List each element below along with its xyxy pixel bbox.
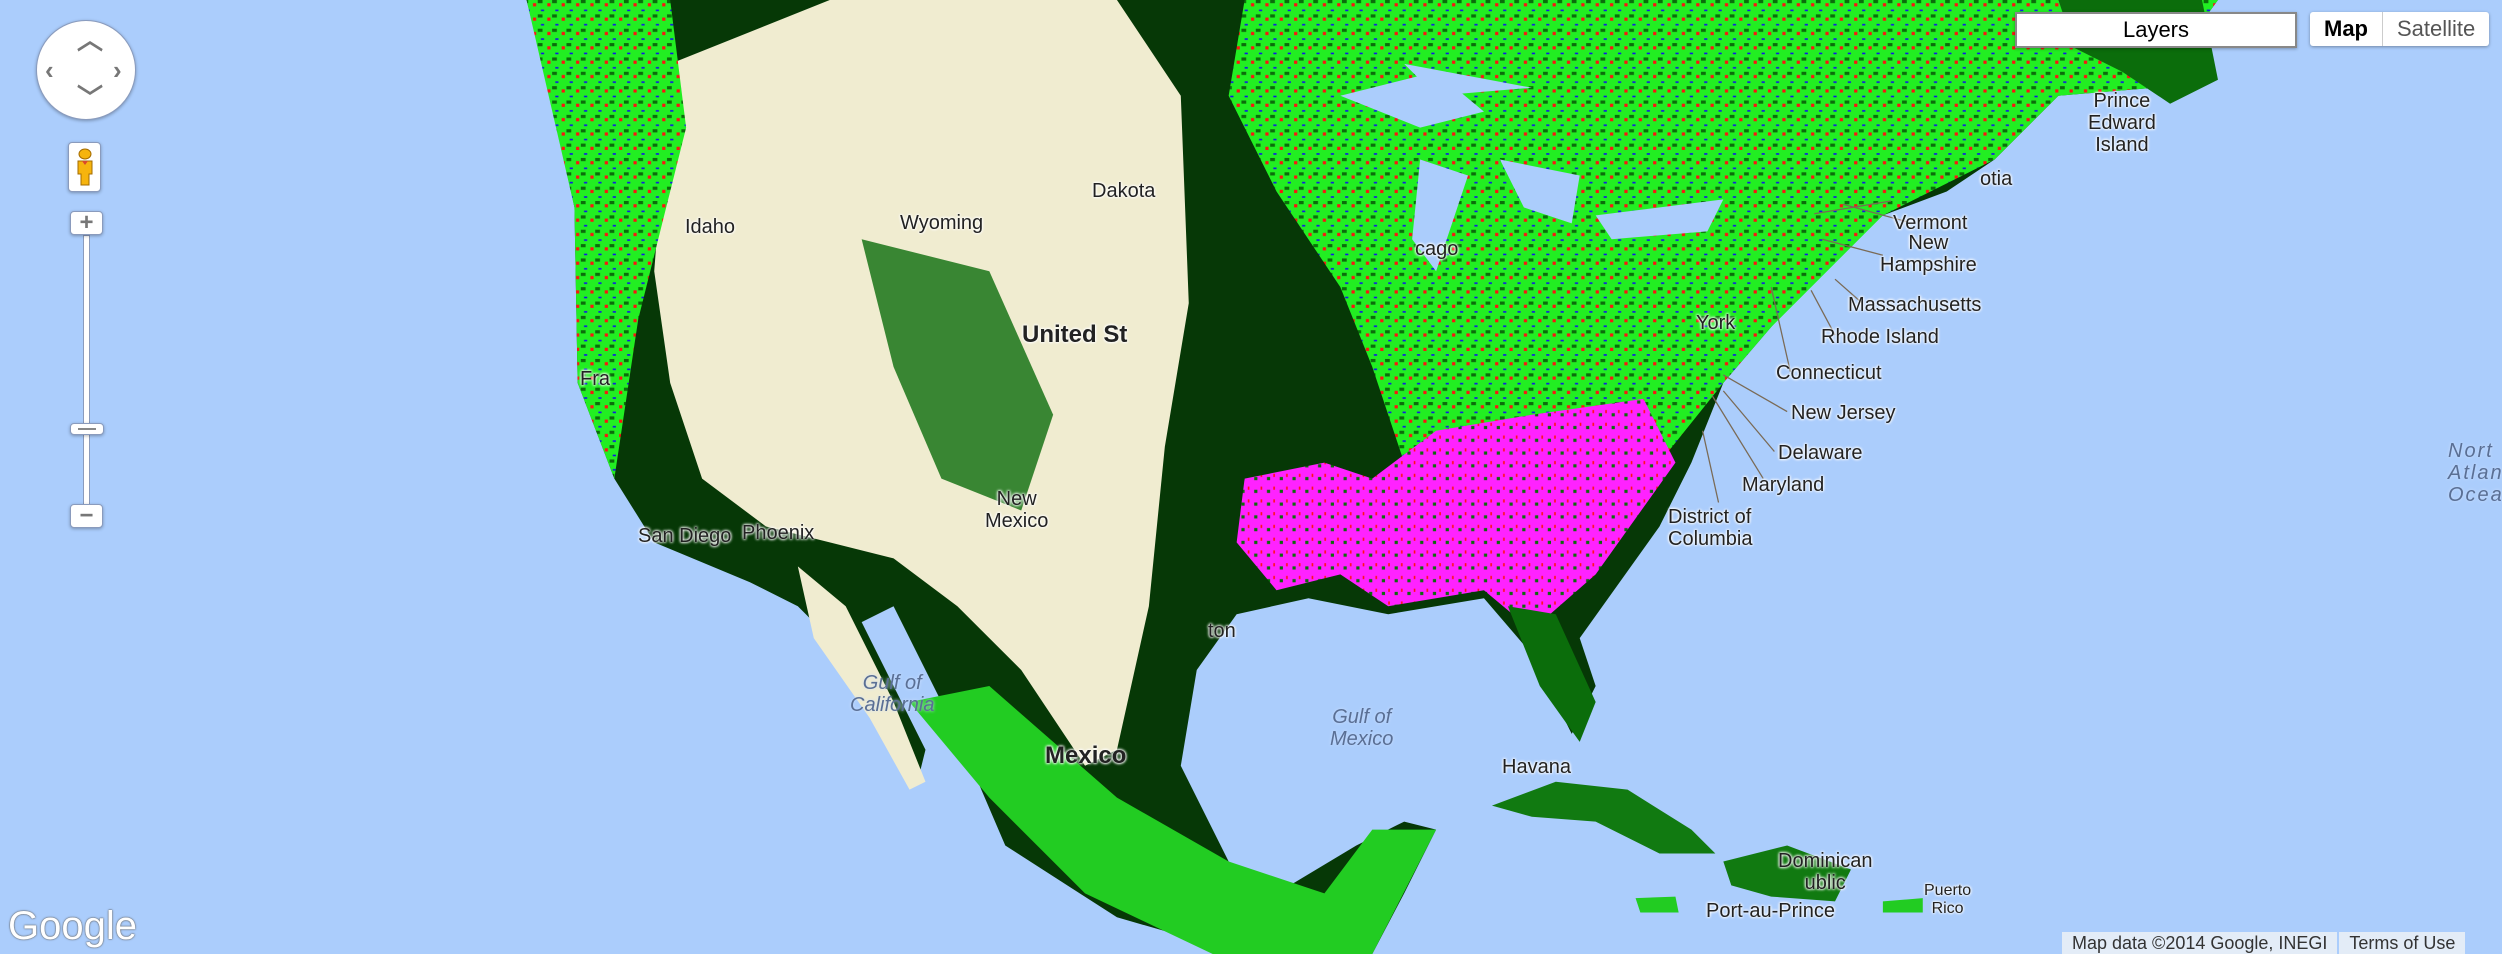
map-type-map-button[interactable]: Map: [2310, 12, 2383, 46]
zoom-out-button[interactable]: −: [70, 502, 103, 529]
label-connecticut: Connecticut: [1776, 362, 1882, 384]
label-gulf-of-california: Gulf of California: [850, 672, 934, 716]
puerto-rico-island: [1882, 898, 1923, 913]
florida: [1507, 606, 1596, 742]
label-line: Dominican: [1778, 850, 1873, 872]
attribution-bar: Map data ©2014 Google, INEGI Terms of Us…: [2060, 932, 2466, 954]
label-district-of-columbia: District of Columbia: [1668, 506, 1752, 550]
label-puerto-rico: Puerto Rico: [1924, 882, 1971, 918]
cuba: [1491, 781, 1716, 854]
label-line: Hampshire: [1880, 254, 1977, 276]
label-united-states: United St: [1022, 321, 1128, 348]
label-line: Gulf of: [1332, 706, 1392, 728]
label-line: District of: [1668, 506, 1752, 528]
label-line: New: [1908, 232, 1949, 254]
hispaniola: [1723, 845, 1851, 902]
label-vermont: Vermont: [1893, 212, 1968, 234]
label-leader-lines: [1701, 200, 1907, 503]
pacific-forest: [526, 0, 687, 479]
label-gulf-of-mexico: Gulf of Mexico: [1330, 706, 1393, 750]
label-line: Puerto: [1924, 882, 1972, 899]
label-phoenix: Phoenix: [742, 522, 815, 544]
label-line: Atlan: [2448, 462, 2502, 484]
label-san-francisco: Fra: [580, 368, 610, 390]
pan-control[interactable]: ︿ ﹀ ‹ ›: [36, 20, 136, 120]
map-data-attribution: Map data ©2014 Google, INEGI: [2062, 932, 2338, 954]
label-line: Nort: [2448, 440, 2494, 462]
label-line: Prince: [2093, 90, 2151, 112]
label-mexico: Mexico: [1045, 742, 1127, 769]
map-type-control: Map Satellite: [2310, 12, 2490, 46]
label-line: Ocea: [2448, 484, 2502, 506]
label-line: Island: [2095, 134, 2149, 156]
label-massachusetts: Massachusetts: [1848, 294, 1982, 316]
label-line: Edward: [2088, 112, 2156, 134]
label-san-diego: San Diego: [638, 525, 732, 547]
label-new-hampshire: New Hampshire: [1880, 232, 1977, 276]
label-maryland: Maryland: [1742, 474, 1825, 496]
rockies-forest: [861, 239, 1054, 511]
label-port-au-prince: Port-au-Prince: [1706, 900, 1835, 922]
layers-button[interactable]: Layers: [2015, 12, 2297, 48]
label-line: Gulf of: [862, 672, 922, 694]
zoom-in-button[interactable]: +: [70, 209, 103, 236]
label-houston: ton: [1208, 620, 1236, 642]
label-chicago: cago: [1415, 238, 1459, 260]
label-delaware: Delaware: [1778, 442, 1863, 464]
label-idaho: Idaho: [685, 216, 736, 238]
pegman-icon: [77, 148, 92, 186]
label-rhode-island: Rhode Island: [1821, 326, 1939, 348]
label-dominican-republic: Dominican ublic: [1778, 850, 1872, 894]
label-line: Rico: [1931, 900, 1964, 917]
label-line: Columbia: [1668, 528, 1753, 550]
pan-left-icon[interactable]: ‹: [45, 55, 54, 85]
thumb-grip-icon: [78, 427, 96, 430]
baja-desert: [797, 566, 926, 790]
zoom-slider-track[interactable]: [83, 235, 90, 505]
jamaica: [1635, 896, 1679, 913]
label-north-atlantic-ocean: Nort Atlan Ocea: [2448, 440, 2502, 506]
label-new-jersey: New Jersey: [1791, 402, 1896, 424]
terms-of-use-link[interactable]: Terms of Use: [2339, 932, 2466, 954]
pan-down-icon[interactable]: ﹀: [77, 83, 104, 113]
label-line: New: [996, 488, 1037, 510]
label-new-mexico: New Mexico: [985, 488, 1048, 532]
label-nova-scotia: otia: [1980, 168, 2013, 190]
label-line: Mexico: [985, 510, 1049, 532]
label-line: California: [850, 694, 935, 716]
pan-right-icon[interactable]: ›: [113, 55, 122, 85]
east-forest: [1228, 0, 2218, 479]
zoom-slider-thumb[interactable]: [70, 422, 104, 435]
label-dakota: Dakota: [1092, 180, 1156, 202]
label-line: ublic: [1804, 872, 1846, 894]
mexico-forest: [909, 685, 1437, 954]
label-new-york: York: [1696, 312, 1736, 334]
pan-up-icon[interactable]: ︿: [77, 25, 104, 55]
southeast-magenta: [1236, 398, 1676, 631]
label-havana: Havana: [1502, 756, 1571, 778]
map-type-satellite-button[interactable]: Satellite: [2397, 16, 2476, 41]
label-line: Mexico: [1330, 728, 1394, 750]
great-lakes: [1340, 63, 1724, 272]
label-prince-edward-island: Prince Edward Island: [2088, 90, 2156, 156]
google-logo[interactable]: Google: [8, 904, 137, 948]
label-wyoming: Wyoming: [900, 212, 984, 234]
pegman-button[interactable]: [68, 142, 101, 192]
